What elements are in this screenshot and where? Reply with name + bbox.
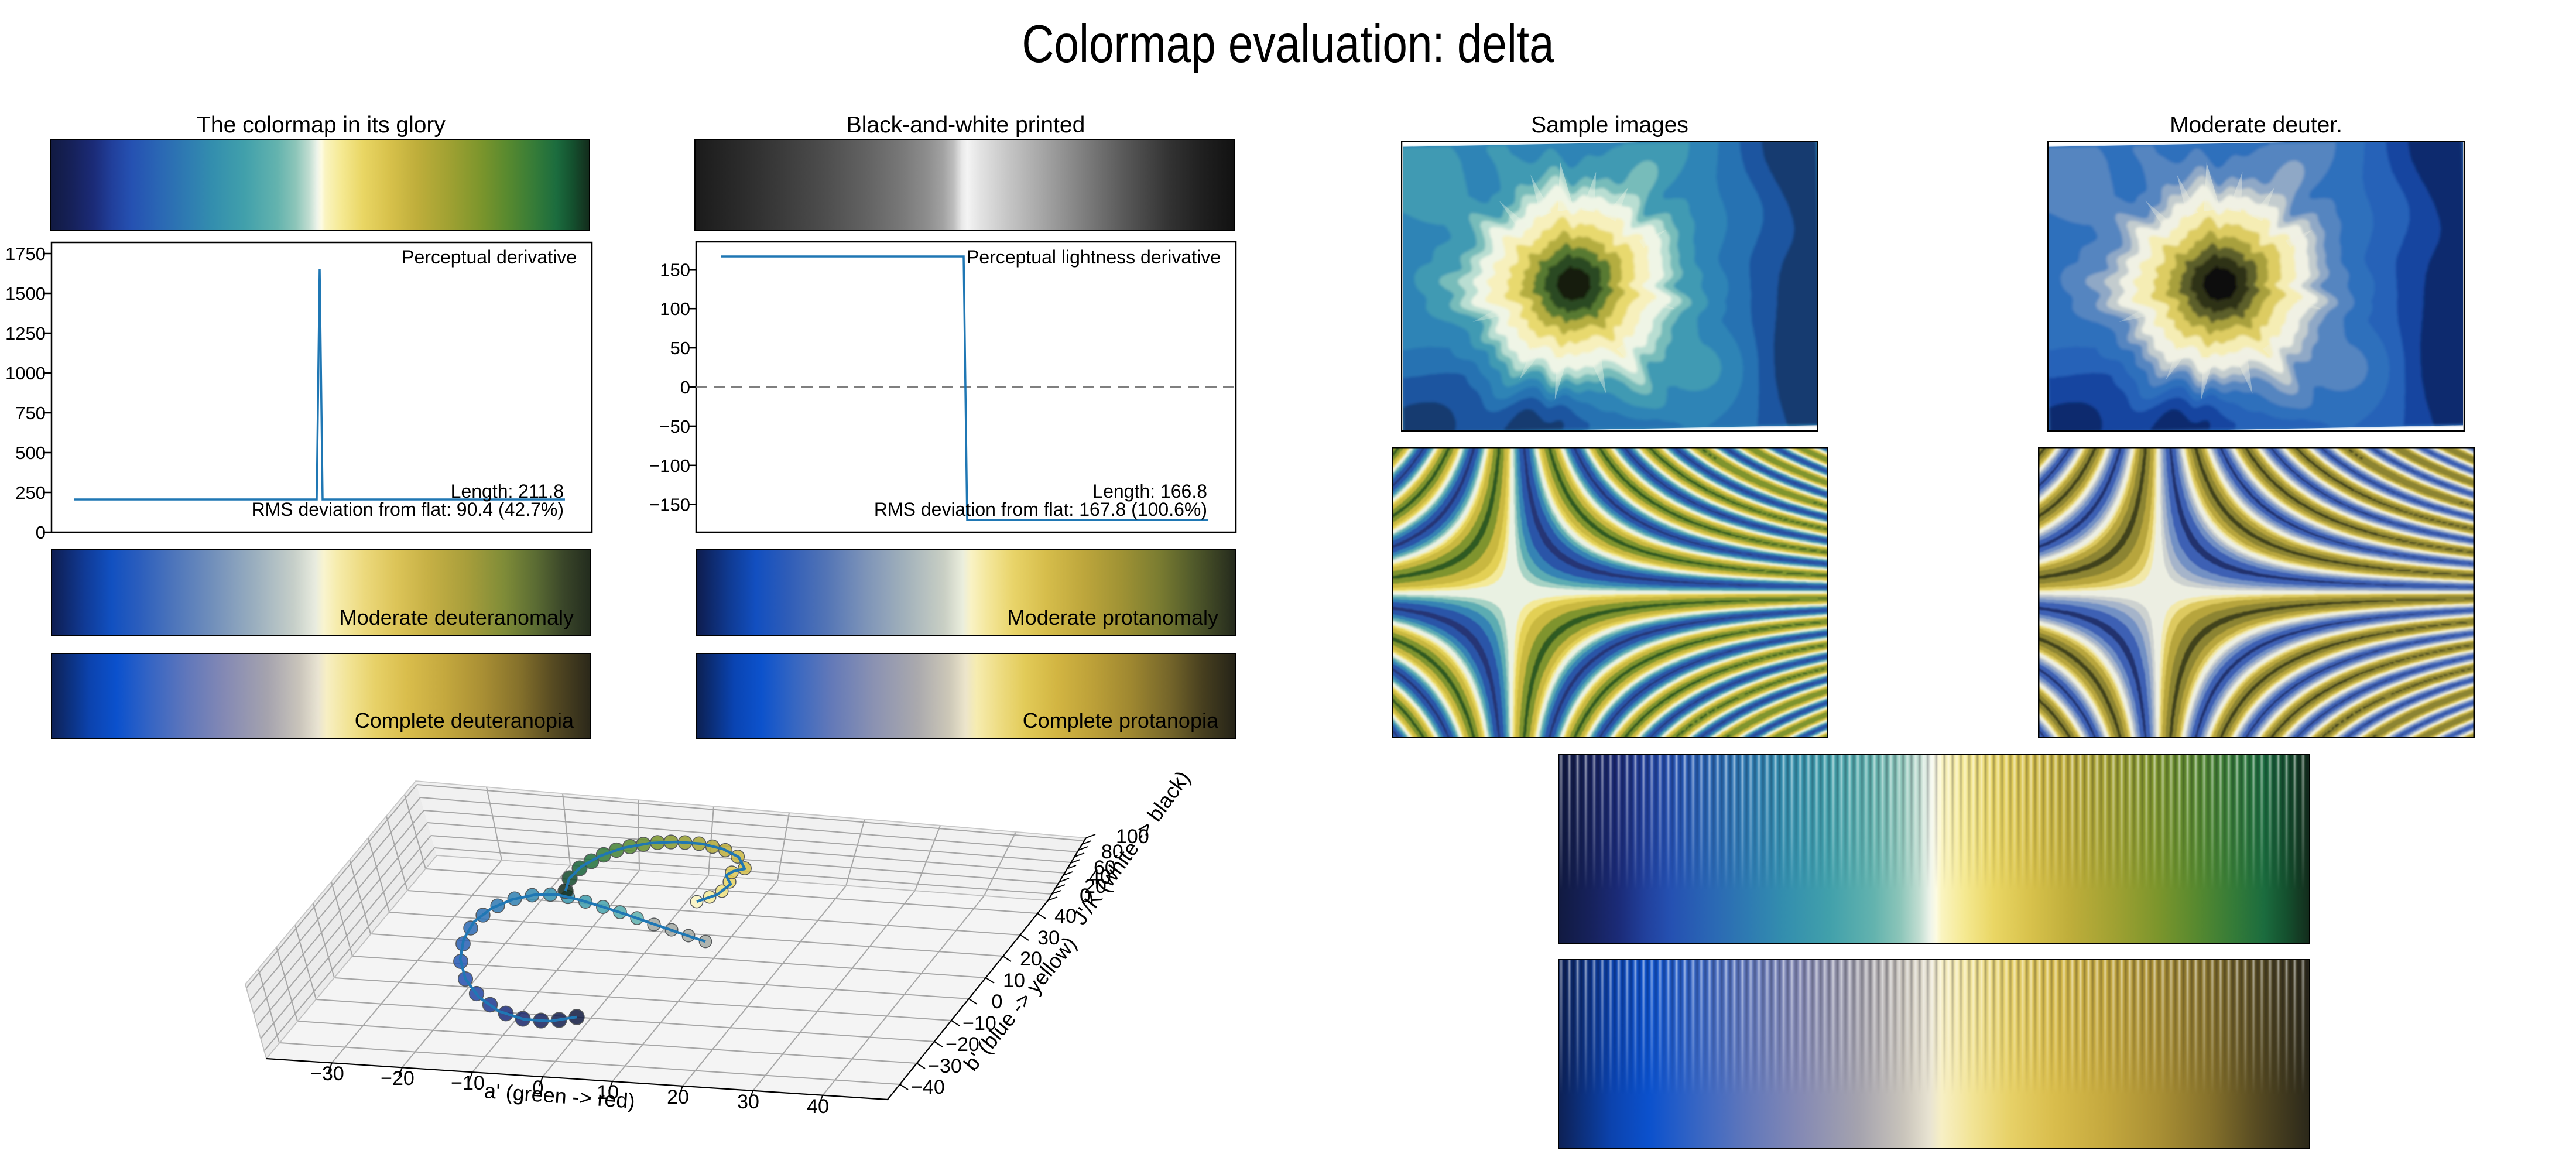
svg-text:60: 60 (1094, 857, 1116, 879)
svg-text:80: 80 (1101, 841, 1123, 863)
svg-text:−30: −30 (310, 1063, 344, 1085)
svg-text:0: 0 (533, 1077, 544, 1099)
svg-text:Perceptual derivative: Perceptual derivative (402, 246, 577, 268)
svg-text:−10: −10 (962, 1012, 996, 1035)
svg-text:1000: 1000 (5, 363, 46, 384)
svg-text:150: 150 (660, 259, 690, 280)
svg-text:−20: −20 (381, 1067, 415, 1090)
svg-text:100: 100 (660, 299, 690, 319)
svg-text:1500: 1500 (5, 283, 46, 304)
svg-text:20: 20 (1084, 875, 1107, 898)
svg-text:20: 20 (1020, 948, 1042, 970)
svg-text:−150: −150 (649, 495, 690, 515)
svg-text:0: 0 (36, 522, 46, 543)
svg-text:100: 100 (1116, 826, 1149, 848)
svg-text:−50: −50 (659, 416, 690, 437)
svg-text:Perceptual lightness derivativ: Perceptual lightness derivative (967, 246, 1221, 268)
svg-text:40: 40 (1054, 905, 1077, 927)
svg-text:30: 30 (737, 1091, 759, 1113)
svg-text:−20: −20 (946, 1033, 979, 1056)
svg-text:RMS deviation from flat: 90.4: RMS deviation from flat: 90.4 (42.7%) (251, 499, 564, 520)
svg-text:20: 20 (667, 1086, 689, 1108)
svg-text:−40: −40 (911, 1076, 945, 1098)
svg-text:40: 40 (1089, 866, 1111, 888)
svg-text:250: 250 (15, 482, 46, 503)
svg-text:10: 10 (1003, 970, 1025, 992)
svg-text:−30: −30 (928, 1055, 962, 1077)
svg-text:−100: −100 (649, 456, 690, 476)
svg-text:Length: 211.8: Length: 211.8 (451, 481, 564, 502)
svg-text:10: 10 (597, 1081, 619, 1104)
svg-text:0: 0 (680, 377, 690, 398)
svg-text:50: 50 (670, 338, 690, 358)
svg-text:Length: 166.8: Length: 166.8 (1092, 481, 1207, 502)
svg-text:500: 500 (15, 443, 46, 463)
svg-text:40: 40 (807, 1095, 829, 1118)
svg-text:1250: 1250 (5, 323, 46, 344)
svg-text:RMS deviation from flat: 167.8: RMS deviation from flat: 167.8 (100.6%) (874, 499, 1207, 520)
svg-text:−10: −10 (451, 1072, 485, 1094)
svg-text:750: 750 (15, 403, 46, 423)
svg-text:0: 0 (1080, 885, 1091, 907)
svg-text:0: 0 (992, 991, 1003, 1013)
svg-text:30: 30 (1037, 927, 1060, 949)
svg-text:1750: 1750 (5, 244, 46, 264)
